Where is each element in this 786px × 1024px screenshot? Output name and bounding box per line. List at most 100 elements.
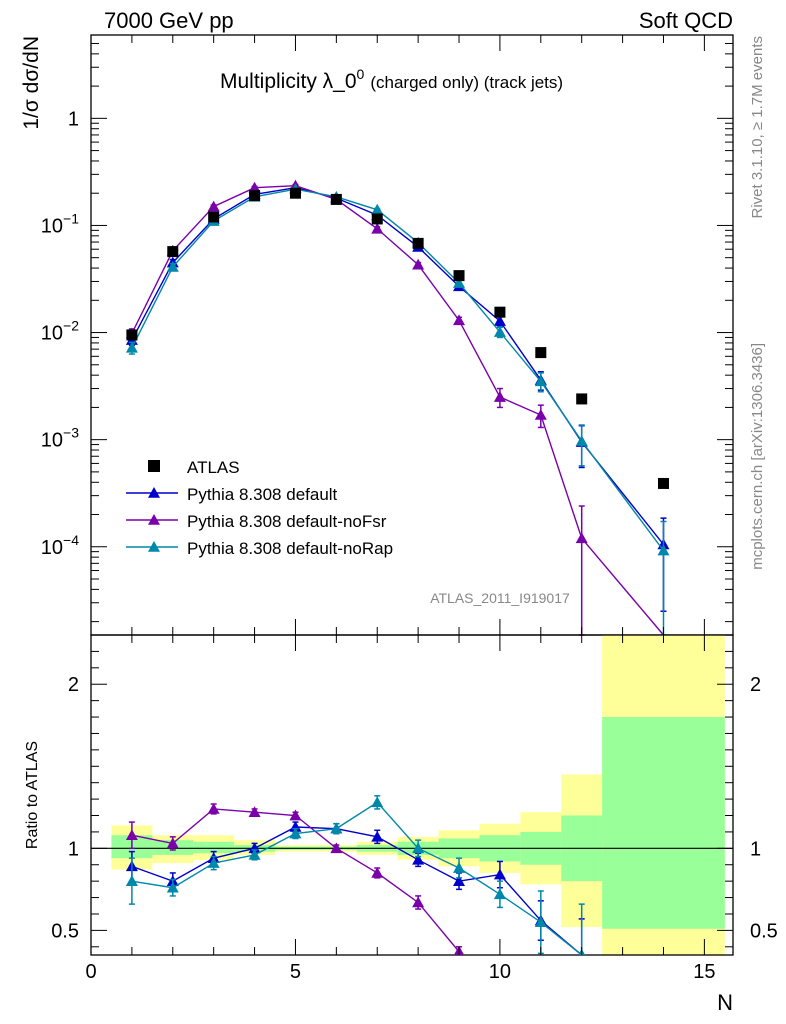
ratio-point-noRap <box>412 842 425 854</box>
point-noFsr <box>453 314 466 326</box>
ratio-point-noRap <box>534 916 547 927</box>
plot-title-small: (charged only) (track jets) <box>370 73 563 92</box>
point-noFsr <box>207 200 220 212</box>
point-atlas <box>535 347 547 359</box>
ratio-plot-marks <box>125 795 587 955</box>
plot-title-main: Multiplicity λ_0 <box>220 70 357 93</box>
x-tick-label: 0 <box>85 961 96 983</box>
main-y-ticks: 10−410−310−210−11 <box>41 34 733 623</box>
ratio-point-default <box>493 868 506 880</box>
legend-marker-default <box>148 487 160 498</box>
point-atlas <box>167 246 179 258</box>
main-y-tick-label-exp: −2 <box>63 318 79 334</box>
x-axis-ticks: 0 5 10 15 <box>85 35 716 983</box>
main-y-tick-label: 10−3 <box>41 425 79 452</box>
ratio-point-noRap <box>207 857 220 868</box>
y-axis-label: 1/σ dσ/dN <box>20 36 43 130</box>
x-axis-label: N <box>717 990 733 1015</box>
ratio-point-noRap <box>493 888 506 900</box>
main-y-tick-label-exp: −1 <box>63 210 79 226</box>
main-y-tick-label-base: 1 <box>68 108 79 130</box>
ratio-y-tick-label-left: 2 <box>68 674 79 696</box>
ratio-y-tick-label-left: 1 <box>68 838 79 860</box>
point-noFsr <box>371 222 384 234</box>
point-atlas <box>208 211 220 223</box>
point-noFsr <box>575 532 588 544</box>
legend-marker-noRap <box>148 541 160 552</box>
point-default <box>493 315 506 326</box>
point-atlas <box>289 187 301 199</box>
main-y-tick-label-exp: −3 <box>63 425 79 441</box>
point-noRap <box>371 203 384 215</box>
legend-marker-atlas <box>148 460 160 472</box>
ratio-point-noRap <box>125 875 138 886</box>
legend: ATLAS Pythia 8.308 default Pythia 8.308 de… <box>126 458 393 558</box>
plot-title: Multiplicity λ_00 (charged only) (track j… <box>220 66 563 93</box>
ratio-point-noFsr <box>207 802 220 814</box>
point-noRap <box>125 341 138 353</box>
ratio-point-noRap <box>330 822 343 834</box>
main-y-tick-label-base: 10 <box>41 430 63 452</box>
ratio-point-default <box>412 853 425 865</box>
ratio-y-tick-label-right: 1 <box>750 838 761 860</box>
point-noRap <box>453 277 466 288</box>
point-atlas <box>371 213 383 225</box>
ratio-point-noFsr <box>248 806 261 818</box>
uncertainty-bands <box>91 635 733 955</box>
point-atlas <box>412 237 424 249</box>
legend-label-atlas: ATLAS <box>187 458 240 477</box>
ratio-point-noFsr <box>330 842 343 854</box>
point-atlas <box>494 306 506 318</box>
point-atlas <box>249 190 261 202</box>
main-y-tick-label-exp: −4 <box>63 532 79 548</box>
point-noRap <box>575 435 588 446</box>
main-y-tick-label: 1 <box>68 108 79 130</box>
point-noFsr <box>534 408 547 420</box>
legend-label-noFsr: Pythia 8.308 default-noFsr <box>187 512 387 531</box>
point-noFsr <box>493 391 506 402</box>
point-atlas <box>330 193 342 205</box>
ratio-point-noFsr <box>371 866 384 878</box>
ratio-point-noFsr <box>289 809 302 821</box>
ratio-point-noRap <box>289 827 302 839</box>
legend-label-default: Pythia 8.308 default <box>187 485 338 504</box>
legend-label-noRap: Pythia 8.308 default-noRap <box>187 539 393 558</box>
series-line-noFsr <box>131 184 665 636</box>
ratio-point-noFsr <box>125 829 138 841</box>
point-atlas <box>126 329 138 341</box>
header-right: Soft QCD <box>639 8 733 33</box>
main-plot-marks <box>125 179 670 636</box>
x-tick-label: 5 <box>290 961 301 983</box>
side-label-mcplots: mcplots.cern.ch [arXiv:1306.3436] <box>749 343 766 570</box>
ratio-point-noFsr <box>412 896 425 908</box>
ratio-point-default <box>371 830 384 842</box>
main-y-tick-label-base: 10 <box>41 537 63 559</box>
point-noRap <box>166 260 179 272</box>
band-inner-bin <box>602 717 725 929</box>
main-y-tick-label: 10−1 <box>41 210 79 237</box>
point-noFsr <box>248 181 261 193</box>
ratio-panel-frame <box>90 634 734 956</box>
main-y-tick-label: 10−2 <box>41 318 79 345</box>
ratio-point-noRap <box>453 862 466 873</box>
ratio-point-noRap <box>248 848 261 860</box>
point-atlas <box>453 270 465 282</box>
ratio-y-axis-label: Ratio to ATLAS <box>24 741 41 849</box>
point-noRap <box>534 375 547 387</box>
legend-marker-noFsr <box>148 514 160 525</box>
ratio-point-noRap <box>166 881 179 893</box>
point-atlas <box>657 477 669 489</box>
ratio-y-tick-label-right: 2 <box>750 674 761 696</box>
x-tick-label: 10 <box>489 961 511 983</box>
point-atlas <box>576 393 588 405</box>
point-noRap <box>657 544 670 556</box>
plot-title-sup: 0 <box>357 66 365 82</box>
side-label-rivet: Rivet 3.1.10, ≥ 1.7M events <box>749 36 766 219</box>
band-inner-bin <box>193 841 235 854</box>
point-noFsr <box>412 258 425 270</box>
ratio-y-tick-label-right: 0.5 <box>750 920 778 942</box>
ratio-point-default <box>453 875 466 886</box>
ratio-y-tick-label-left: 0.5 <box>51 920 79 942</box>
main-y-tick-label-base: 10 <box>41 323 63 345</box>
